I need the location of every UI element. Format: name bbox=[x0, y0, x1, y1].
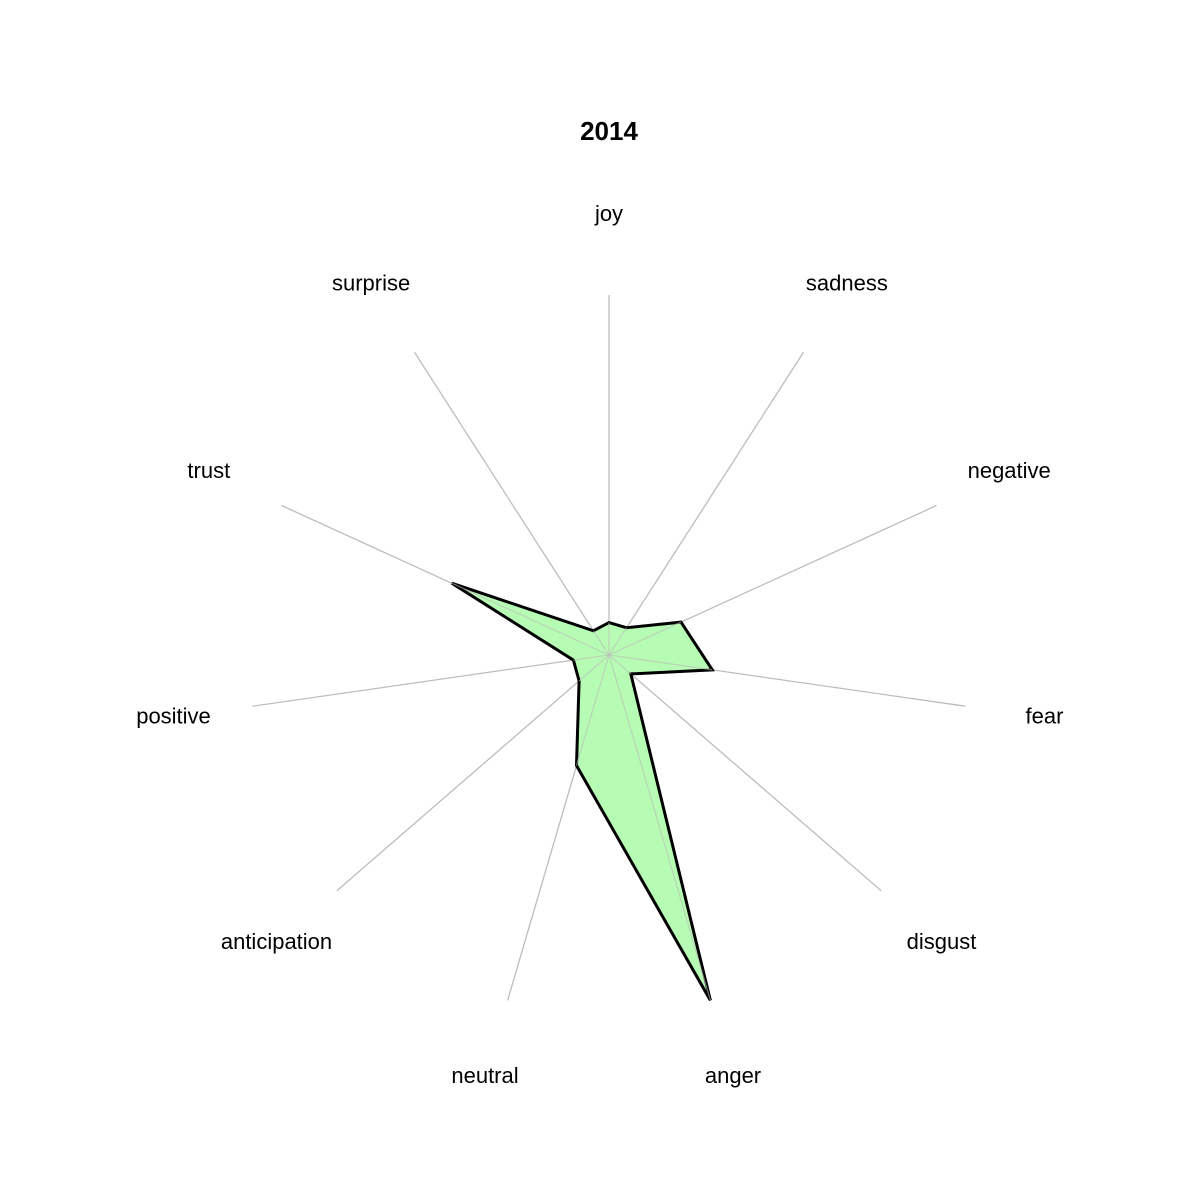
spoke-surprise bbox=[413, 351, 610, 656]
spoke-overlay-fear bbox=[608, 654, 713, 671]
spoke-disgust bbox=[608, 654, 882, 892]
series-area-group bbox=[450, 581, 715, 1002]
spoke-overlay-anger bbox=[608, 654, 711, 1001]
axis-label-neutral: neutral bbox=[451, 1063, 518, 1088]
axis-label-joy: joy bbox=[594, 201, 623, 226]
chart-title: 2014 bbox=[580, 116, 638, 146]
spoke-overlay-disgust bbox=[608, 654, 632, 675]
axis-label-sadness: sadness bbox=[806, 271, 888, 296]
axis-label-disgust: disgust bbox=[907, 929, 977, 954]
spoke-overlay-negative bbox=[608, 621, 682, 656]
spoke-overlay-positive bbox=[573, 654, 610, 661]
spoke-overlay-trust bbox=[451, 582, 610, 656]
spoke-sadness bbox=[608, 351, 805, 656]
axis-labels-group: joy sadness negative fear disgust anger neutra… bbox=[136, 201, 1063, 1088]
axis-label-trust: trust bbox=[187, 458, 230, 483]
spoke-overlay-sadness bbox=[608, 627, 628, 656]
axis-label-fear: fear bbox=[1026, 703, 1064, 728]
axis-label-anticipation: anticipation bbox=[221, 929, 332, 954]
spoke-anticipation bbox=[336, 654, 610, 892]
axis-label-anger: anger bbox=[705, 1063, 761, 1088]
spoke-overlay-surprise bbox=[592, 630, 610, 656]
spoke-overlay-neutral bbox=[575, 654, 610, 766]
spoke-positive bbox=[252, 654, 610, 707]
spoke-overlay-anticipation bbox=[578, 654, 610, 682]
axis-label-negative: negative bbox=[968, 458, 1051, 483]
axis-label-positive: positive bbox=[136, 703, 211, 728]
axis-label-surprise: surprise bbox=[332, 271, 410, 296]
series-area-0 bbox=[450, 581, 715, 1002]
